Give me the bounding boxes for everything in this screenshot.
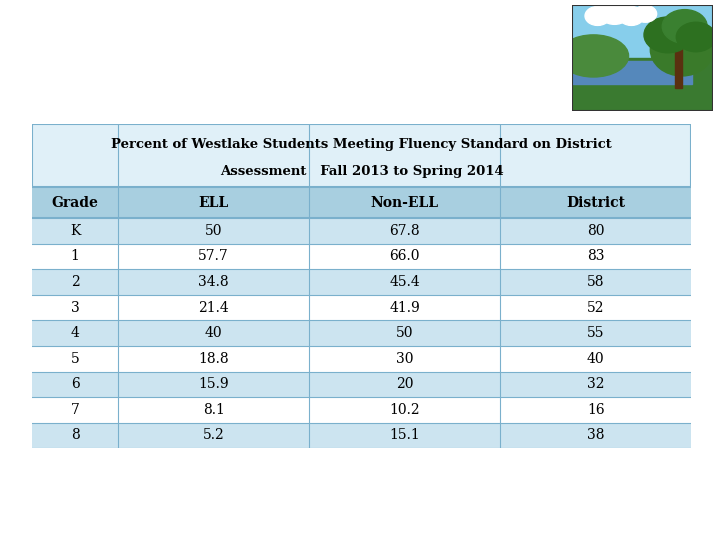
Text: 40: 40 bbox=[204, 326, 222, 340]
Text: 1: 1 bbox=[71, 249, 80, 264]
Bar bbox=[675, 48, 682, 87]
Text: Non-ELL: Non-ELL bbox=[371, 196, 438, 210]
Ellipse shape bbox=[650, 23, 714, 76]
Text: K: K bbox=[70, 224, 81, 238]
Text: 55: 55 bbox=[587, 326, 604, 340]
FancyBboxPatch shape bbox=[32, 346, 691, 372]
Circle shape bbox=[618, 6, 644, 25]
Text: 20: 20 bbox=[396, 377, 413, 392]
Bar bbox=[572, 61, 692, 84]
FancyBboxPatch shape bbox=[32, 320, 691, 346]
Text: 10.2: 10.2 bbox=[390, 403, 420, 417]
Circle shape bbox=[599, 1, 630, 24]
Text: 52: 52 bbox=[587, 301, 604, 315]
Circle shape bbox=[644, 17, 692, 53]
Text: Assessment   Fall 2013 to Spring 2014: Assessment Fall 2013 to Spring 2014 bbox=[220, 165, 504, 178]
Text: 2: 2 bbox=[71, 275, 80, 289]
Text: 30: 30 bbox=[396, 352, 413, 366]
Text: 15.1: 15.1 bbox=[390, 428, 420, 442]
Circle shape bbox=[662, 10, 707, 43]
FancyBboxPatch shape bbox=[32, 124, 691, 448]
Circle shape bbox=[585, 6, 611, 25]
Text: 7: 7 bbox=[71, 403, 80, 417]
Circle shape bbox=[634, 5, 657, 22]
Text: 21.4: 21.4 bbox=[198, 301, 229, 315]
Text: 32: 32 bbox=[587, 377, 604, 392]
Text: 8: 8 bbox=[71, 428, 80, 442]
Text: 4: 4 bbox=[71, 326, 80, 340]
Circle shape bbox=[676, 22, 716, 52]
Text: 3: 3 bbox=[71, 301, 80, 315]
Text: Grade: Grade bbox=[52, 196, 99, 210]
Ellipse shape bbox=[558, 35, 629, 77]
Text: 15.9: 15.9 bbox=[198, 377, 229, 392]
FancyBboxPatch shape bbox=[32, 397, 691, 423]
Text: 5.2: 5.2 bbox=[203, 428, 225, 442]
Text: 45.4: 45.4 bbox=[390, 275, 420, 289]
FancyBboxPatch shape bbox=[32, 218, 691, 244]
Text: 50: 50 bbox=[204, 224, 222, 238]
Text: 38: 38 bbox=[587, 428, 604, 442]
Text: 66.0: 66.0 bbox=[390, 249, 420, 264]
Text: 8.1: 8.1 bbox=[202, 403, 225, 417]
Text: 57.7: 57.7 bbox=[198, 249, 229, 264]
Text: Math Fluency Data: Math Fluency Data bbox=[22, 36, 464, 79]
FancyBboxPatch shape bbox=[32, 269, 691, 295]
Text: ELL: ELL bbox=[199, 196, 229, 210]
Text: 5: 5 bbox=[71, 352, 80, 366]
Text: 40: 40 bbox=[587, 352, 605, 366]
FancyBboxPatch shape bbox=[32, 423, 691, 448]
Text: 6: 6 bbox=[71, 377, 80, 392]
FancyBboxPatch shape bbox=[32, 244, 691, 269]
Text: 34.8: 34.8 bbox=[198, 275, 229, 289]
Bar bbox=[572, 5, 713, 74]
Text: 41.9: 41.9 bbox=[390, 301, 420, 315]
Text: District: District bbox=[566, 196, 625, 210]
Text: 50: 50 bbox=[396, 326, 413, 340]
Bar bbox=[572, 58, 713, 111]
Text: Percent of Westlake Students Meeting Fluency Standard on District: Percent of Westlake Students Meeting Flu… bbox=[112, 138, 612, 151]
FancyBboxPatch shape bbox=[32, 372, 691, 397]
Text: 83: 83 bbox=[587, 249, 604, 264]
Text: 18.8: 18.8 bbox=[198, 352, 229, 366]
Text: 67.8: 67.8 bbox=[390, 224, 420, 238]
FancyBboxPatch shape bbox=[32, 295, 691, 320]
FancyBboxPatch shape bbox=[32, 187, 691, 218]
Text: 80: 80 bbox=[587, 224, 604, 238]
Text: 58: 58 bbox=[587, 275, 604, 289]
Text: 16: 16 bbox=[587, 403, 605, 417]
